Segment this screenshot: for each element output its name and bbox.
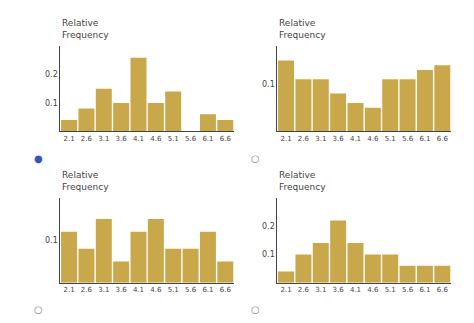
svg-text:●: ●: [34, 153, 43, 164]
svg-text:0.1: 0.1: [45, 236, 58, 245]
svg-text:0.1: 0.1: [45, 99, 58, 108]
svg-text:6.1: 6.1: [419, 286, 430, 294]
svg-text:RelativeFrequency: RelativeFrequency: [62, 170, 109, 192]
svg-text:2.6: 2.6: [81, 135, 93, 143]
svg-text:4.1: 4.1: [133, 286, 144, 294]
svg-text:○: ○: [251, 304, 260, 315]
svg-text:0.2: 0.2: [45, 70, 58, 79]
svg-text:5.1: 5.1: [385, 135, 396, 143]
svg-text:4.6: 4.6: [150, 286, 162, 294]
svg-text:4.6: 4.6: [367, 286, 379, 294]
svg-text:6.1: 6.1: [202, 135, 213, 143]
svg-text:2.6: 2.6: [298, 286, 310, 294]
svg-text:5.6: 5.6: [402, 135, 414, 143]
svg-text:3.1: 3.1: [315, 286, 326, 294]
svg-text:5.6: 5.6: [402, 286, 414, 294]
svg-text:2.6: 2.6: [81, 286, 93, 294]
svg-text:3.6: 3.6: [333, 286, 345, 294]
svg-text:RelativeFrequency: RelativeFrequency: [279, 18, 326, 40]
svg-text:6.6: 6.6: [220, 286, 232, 294]
svg-text:2.1: 2.1: [63, 286, 74, 294]
svg-text:RelativeFrequency: RelativeFrequency: [279, 170, 326, 192]
svg-text:5.1: 5.1: [168, 286, 179, 294]
svg-text:5.1: 5.1: [168, 135, 179, 143]
svg-text:3.6: 3.6: [116, 135, 128, 143]
svg-text:3.6: 3.6: [116, 286, 128, 294]
svg-text:5.1: 5.1: [385, 286, 396, 294]
svg-text:2.1: 2.1: [280, 135, 291, 143]
svg-text:5.6: 5.6: [185, 135, 197, 143]
svg-text:2.6: 2.6: [298, 135, 310, 143]
svg-text:4.1: 4.1: [350, 135, 361, 143]
svg-text:○: ○: [251, 153, 260, 164]
svg-text:0.1: 0.1: [262, 80, 275, 89]
svg-text:6.1: 6.1: [202, 286, 213, 294]
svg-text:4.1: 4.1: [133, 135, 144, 143]
svg-text:○: ○: [34, 304, 43, 315]
svg-text:6.1: 6.1: [419, 135, 430, 143]
svg-text:0.2: 0.2: [262, 222, 275, 231]
svg-text:3.1: 3.1: [98, 286, 109, 294]
svg-text:5.6: 5.6: [185, 286, 197, 294]
svg-text:4.6: 4.6: [367, 135, 379, 143]
svg-text:6.6: 6.6: [437, 286, 449, 294]
svg-text:4.1: 4.1: [350, 286, 361, 294]
svg-text:2.1: 2.1: [63, 135, 74, 143]
svg-text:3.1: 3.1: [98, 135, 109, 143]
svg-text:4.6: 4.6: [150, 135, 162, 143]
svg-text:3.1: 3.1: [315, 135, 326, 143]
svg-text:6.6: 6.6: [220, 135, 232, 143]
svg-text:0.1: 0.1: [262, 250, 275, 259]
svg-text:RelativeFrequency: RelativeFrequency: [62, 18, 109, 40]
svg-text:3.6: 3.6: [333, 135, 345, 143]
svg-text:6.6: 6.6: [437, 135, 449, 143]
svg-text:2.1: 2.1: [280, 286, 291, 294]
